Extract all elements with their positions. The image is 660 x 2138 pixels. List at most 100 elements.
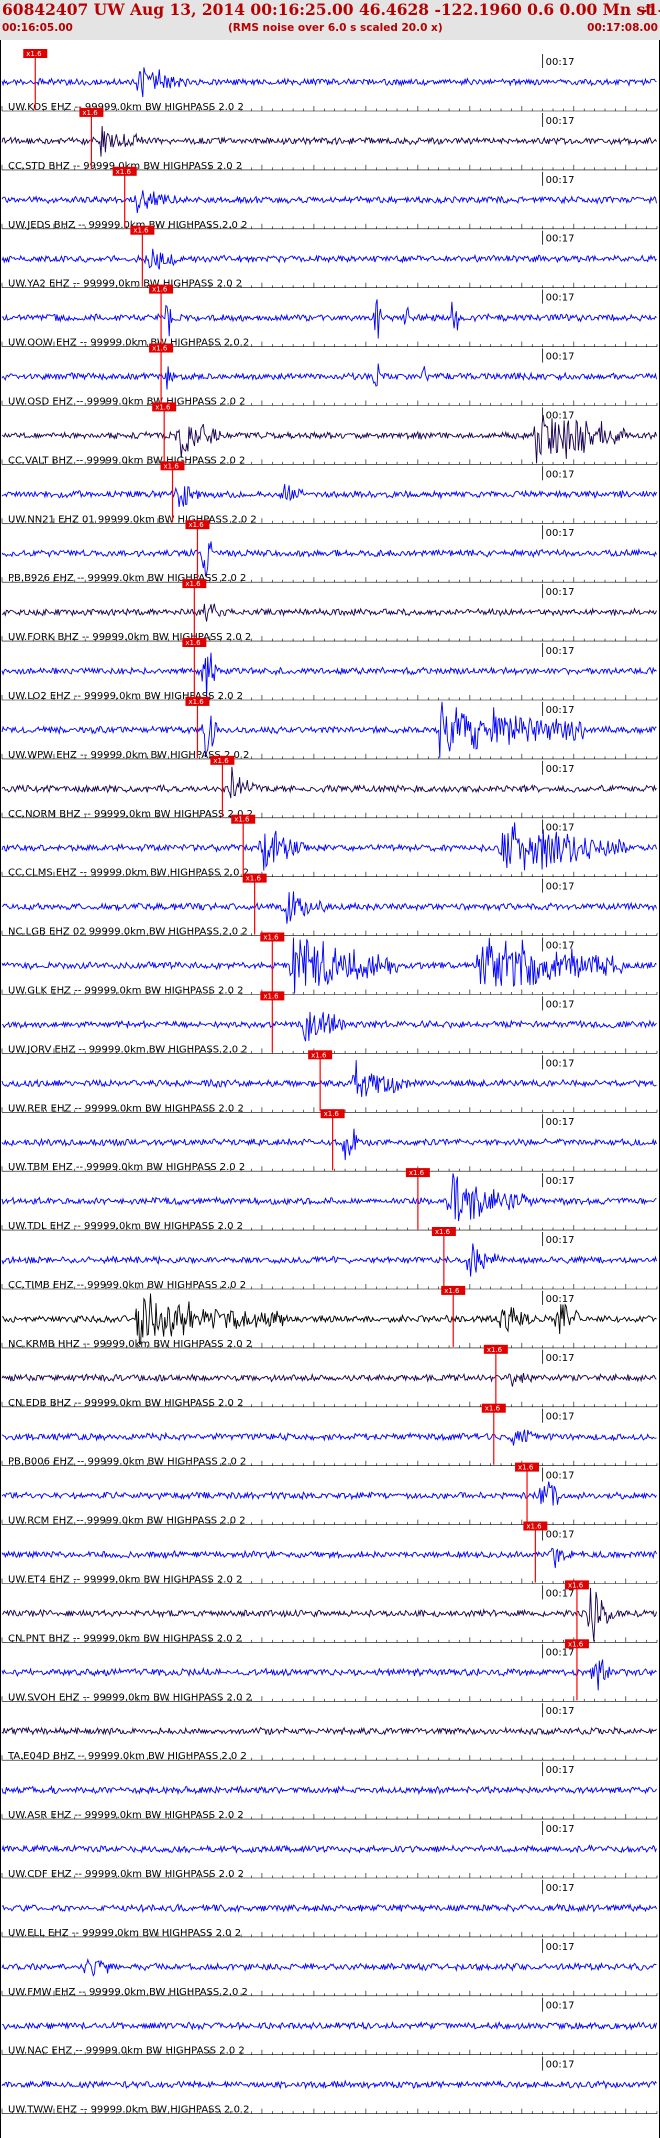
time-tick-label: 00:17: [546, 1058, 575, 1069]
time-tick-label: 00:17: [546, 1706, 575, 1717]
pick-box: [149, 343, 174, 353]
station-label: UW.ELL EHZ -- 99999.0km BW HIGHPASS 2.0 …: [8, 1928, 241, 1939]
time-tick-label: 00:17: [546, 116, 575, 127]
waveform-trace: [1, 415, 657, 464]
pick-box: [23, 49, 48, 58]
time-tick-label: 00:17: [546, 587, 575, 598]
station-label: UW.ET4 EHZ -- 99999.0km BW HIGHPASS 2.0 …: [8, 1575, 242, 1586]
pick-box: [441, 1285, 466, 1295]
pick-box: [130, 225, 155, 235]
waveform-trace: [1, 891, 657, 924]
pick-label: x1.6: [155, 403, 171, 411]
pick-box: [185, 520, 210, 530]
waveform-trace: [1, 1957, 657, 1977]
pick-box: [182, 638, 207, 647]
pick-label: x1.6: [487, 1346, 503, 1354]
time-tick-label: 00:17: [546, 1117, 575, 1128]
station-label: UW.RER EHZ -- 99999.0km BW HIGHPASS 2.0 …: [8, 1103, 244, 1114]
station-label: UW.SVOH EHZ -- 99999.0km BW HIGHPASS 2.0…: [8, 1692, 252, 1703]
time-tick-label: 00:17: [546, 1647, 575, 1658]
station-label: UW.OSD EHZ -- 99999.0km BW HIGHPASS 2.0 …: [8, 397, 246, 408]
pick-box: [515, 1462, 540, 1472]
pick-box: [231, 814, 256, 824]
pick-label: x1.6: [311, 1051, 327, 1059]
pick-label: x1.6: [324, 1110, 340, 1118]
station-label: CN.PNT BHZ -- 99999.0km BW HIGHPASS 2.0 …: [8, 1633, 242, 1644]
time-tick-label: 00:17: [546, 705, 575, 716]
waveform-trace: [1, 1293, 657, 1345]
time-tick-label: 00:17: [546, 528, 575, 539]
pick-box: [149, 284, 174, 294]
trace-group: UW.KOS EHZ -- 99999.0km BW HIGHPASS 2.0 …: [0, 40, 660, 2138]
station-label: CC.TIMB EHZ -- 99999.0km BW HIGHPASS 2.0…: [8, 1280, 246, 1291]
waveform-trace: [1, 1011, 657, 1042]
pick-box: [523, 1521, 548, 1531]
station-label: UW.ASR EHZ -- 99999.0km BW HIGHPASS 2.0 …: [8, 1810, 244, 1821]
station-label: CC.STD BHZ -- 99999.0km BW HIGHPASS 2.0 …: [8, 161, 242, 172]
station-label: UW.LO2 EHZ -- 99999.0km BW HIGHPASS 2.0 …: [8, 691, 243, 702]
pick-label: x1.6: [435, 1228, 451, 1236]
time-tick-label: 00:17: [546, 2060, 575, 2071]
time-tick-label: 00:17: [546, 1530, 575, 1541]
pick-label: x1.6: [518, 1464, 534, 1472]
time-tick-label: 00:17: [546, 57, 575, 68]
pick-label: x1.6: [116, 168, 132, 176]
station-label: UW.KOS EHZ -- 99999.0km BW HIGHPASS 2.0 …: [8, 102, 244, 113]
pick-label: x1.6: [246, 875, 262, 883]
pick-box: [152, 402, 177, 412]
waveform-trace: [1, 1659, 657, 1691]
time-tick-label: 00:17: [546, 823, 575, 834]
time-tick-label: 00:17: [546, 882, 575, 893]
pick-label: x1.6: [26, 50, 42, 58]
time-tick-label: 00:17: [546, 646, 575, 657]
waveform-trace: [1, 1243, 657, 1277]
pick-box: [405, 1168, 430, 1178]
pick-box: [564, 1580, 589, 1590]
time-tick-label: 00:17: [546, 941, 575, 952]
waveform-trace: [1, 1481, 657, 1506]
waveform-trace: [1, 125, 657, 157]
waveform-trace: [1, 541, 657, 577]
waveform-trace: [1, 1372, 657, 1387]
pick-box: [308, 1050, 333, 1060]
time-tick-label: 00:17: [546, 293, 575, 304]
waveform-trace: [1, 603, 657, 622]
station-label: NC.LGB EHZ 02 99999.0km BW HIGHPASS 2.0 …: [8, 927, 248, 938]
waveform-trace: [1, 937, 657, 994]
pick-box: [320, 1109, 345, 1119]
time-tick-label: 00:17: [546, 1235, 575, 1246]
waveform-trace: [1, 822, 657, 871]
time-tick-label: 00:17: [546, 175, 575, 186]
pick-label: x1.6: [263, 992, 279, 1000]
time-tick-label: 00:17: [546, 1824, 575, 1835]
station-label: PB.B926 EHZ -- 99999.0km BW HIGHPASS 2.0…: [8, 573, 246, 584]
time-tick-label: 00:17: [546, 1294, 575, 1305]
waveform-trace: [1, 2020, 657, 2031]
pick-label: x1.6: [185, 639, 201, 647]
header-right-mark: -1: [640, 0, 658, 19]
waveform-trace: [2, 299, 657, 339]
waveform-trace: [1, 1726, 657, 1736]
waveform-trace: [1, 1903, 657, 1914]
time-tick-label: 00:17: [546, 352, 575, 363]
station-label: CN.EDB BHZ -- 99999.0km BW HIGHPASS 2.0 …: [8, 1398, 243, 1409]
pick-label: x1.6: [526, 1523, 542, 1531]
pick-label: x1.6: [152, 345, 168, 353]
pick-box: [564, 1639, 589, 1649]
time-tick-label: 00:17: [546, 1412, 575, 1423]
pick-label: x1.6: [263, 934, 279, 942]
time-tick-label: 00:17: [546, 1471, 575, 1482]
pick-label: x1.6: [185, 580, 201, 588]
time-tick-label: 00:17: [546, 469, 575, 480]
station-label: UW.TDL EHZ -- 99999.0km BW HIGHPASS 2.0 …: [8, 1221, 243, 1232]
waveform-trace: [1, 1844, 657, 1854]
waveform-trace: [1, 190, 657, 213]
pick-label: x1.6: [82, 109, 98, 117]
waveform-trace: [1, 484, 657, 507]
pick-label: x1.6: [409, 1169, 425, 1177]
pick-label: x1.6: [234, 816, 250, 824]
station-label: UW.FORK BHZ -- 99999.0km BW HIGHPASS 2.0…: [8, 632, 251, 643]
waveform-trace: [1, 652, 657, 698]
station-label: TA.E04D BHZ -- 99999.0km BW HIGHPASS 2.0…: [7, 1751, 247, 1762]
